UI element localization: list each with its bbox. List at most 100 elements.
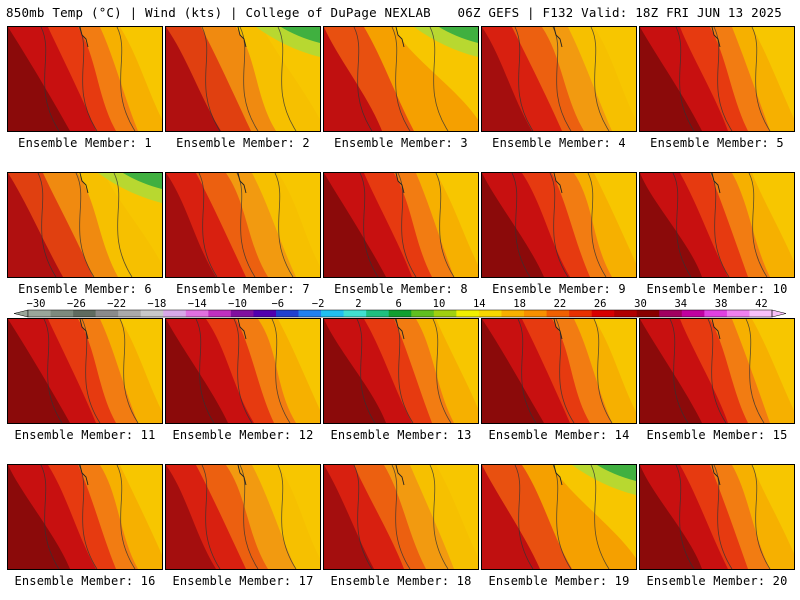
temperature-map xyxy=(165,464,321,570)
colorbar-swatch xyxy=(276,310,299,317)
map-graphic xyxy=(166,173,320,277)
map-graphic xyxy=(8,319,162,423)
ensemble-panel: Ensemble Member: 2 xyxy=(165,26,321,150)
ensemble-panel: Ensemble Member: 11 xyxy=(7,318,163,442)
colorbar-swatch xyxy=(163,310,187,317)
map-graphic xyxy=(324,27,478,131)
colorbar-tick-label: 38 xyxy=(715,298,728,310)
colorbar-swatch xyxy=(546,310,570,317)
map-graphic xyxy=(640,465,794,569)
colorbar-tick-label: −2 xyxy=(312,298,325,310)
colorbar-tick-label: −26 xyxy=(67,298,86,310)
map-graphic xyxy=(640,173,794,277)
ensemble-panel: Ensemble Member: 5 xyxy=(639,26,795,150)
member-caption: Ensemble Member: 19 xyxy=(488,574,630,588)
colorbar-tick-label: −10 xyxy=(228,298,247,310)
temperature-map xyxy=(7,26,163,132)
colorbar-tick-label: −18 xyxy=(147,298,166,310)
colorbar-swatch xyxy=(28,310,51,317)
color-legend: −30 −26 −22 −18 −14 −10 −6 −2 2 6 10 14 18 22 26 30 34 38… xyxy=(14,298,786,318)
colorbar-swatch xyxy=(456,310,480,317)
ensemble-panel: Ensemble Member: 20 xyxy=(639,464,795,588)
colorbar-tick-label: 10 xyxy=(433,298,446,310)
temperature-map xyxy=(639,318,795,424)
colorbar-swatch xyxy=(636,310,660,317)
ensemble-panel: Ensemble Member: 17 xyxy=(165,464,321,588)
colorbar-swatch xyxy=(614,310,638,317)
member-caption: Ensemble Member: 12 xyxy=(172,428,314,442)
map-graphic xyxy=(482,465,636,569)
colorbar-swatch xyxy=(478,310,502,317)
temperature-map xyxy=(165,26,321,132)
colorbar-tick-label: 34 xyxy=(674,298,687,310)
colorbar-tick-label: 30 xyxy=(634,298,647,310)
colorbar-swatch xyxy=(298,310,322,317)
temperature-map xyxy=(639,464,795,570)
colorbar-swatch xyxy=(321,310,344,317)
map-graphic xyxy=(324,319,478,423)
temperature-map xyxy=(165,318,321,424)
ensemble-panel: Ensemble Member: 4 xyxy=(481,26,637,150)
map-graphic xyxy=(166,465,320,569)
member-caption: Ensemble Member: 13 xyxy=(330,428,472,442)
temperature-map xyxy=(323,464,479,570)
colorbar-tick-label: 26 xyxy=(594,298,607,310)
member-caption: Ensemble Member: 10 xyxy=(646,282,788,296)
temperature-map xyxy=(481,26,637,132)
temperature-map xyxy=(323,26,479,132)
temperature-map xyxy=(481,172,637,278)
member-caption: Ensemble Member: 9 xyxy=(492,282,626,296)
ensemble-panel: Ensemble Member: 16 xyxy=(7,464,163,588)
colorbar-tick-label: −30 xyxy=(27,298,46,310)
member-caption: Ensemble Member: 11 xyxy=(14,428,156,442)
colorbar-tick-label: 42 xyxy=(755,298,768,310)
ensemble-panel: Ensemble Member: 1 xyxy=(7,26,163,150)
member-caption: Ensemble Member: 16 xyxy=(14,574,156,588)
map-graphic xyxy=(8,173,162,277)
colorbar-swatch xyxy=(253,310,277,317)
colorbar-tick-label: 14 xyxy=(473,298,486,310)
colorbar-swatch xyxy=(681,310,705,317)
temperature-map xyxy=(481,464,637,570)
chart-title: 850mb Temp (°C) | Wind (kts) | College o… xyxy=(6,5,431,20)
ensemble-panel: Ensemble Member: 3 xyxy=(323,26,479,150)
ensemble-panel: Ensemble Member: 14 xyxy=(481,318,637,442)
ensemble-panel: Ensemble Member: 18 xyxy=(323,464,479,588)
colorbar-swatch xyxy=(208,310,232,317)
colorbar-tick-label: −14 xyxy=(188,298,207,310)
colorbar-tick-label: 18 xyxy=(513,298,526,310)
map-graphic xyxy=(324,465,478,569)
ensemble-panel: Ensemble Member: 15 xyxy=(639,318,795,442)
map-graphic xyxy=(8,465,162,569)
ensemble-panel: Ensemble Member: 12 xyxy=(165,318,321,442)
map-graphic xyxy=(482,27,636,131)
colorbar-swatch xyxy=(569,310,592,317)
temperature-map xyxy=(323,172,479,278)
map-graphic xyxy=(482,173,636,277)
temperature-map xyxy=(7,464,163,570)
member-caption: Ensemble Member: 2 xyxy=(176,136,310,150)
colorbar-swatch xyxy=(366,310,390,317)
temperature-map xyxy=(639,26,795,132)
map-graphic xyxy=(482,319,636,423)
colorbar-swatch xyxy=(95,310,119,317)
ensemble-panel: Ensemble Member: 9 xyxy=(481,172,637,296)
colorbar-tick-label: 6 xyxy=(396,298,402,310)
colorbar-swatch xyxy=(230,310,254,317)
colorbar-swatch xyxy=(50,310,74,317)
colorbar-swatch xyxy=(749,310,773,317)
colorbar-swatch xyxy=(659,310,683,317)
ensemble-panel: Ensemble Member: 13 xyxy=(323,318,479,442)
map-graphic xyxy=(324,173,478,277)
ensemble-panel: Ensemble Member: 7 xyxy=(165,172,321,296)
colorbar-swatch xyxy=(411,310,435,317)
colorbar-swatch xyxy=(433,310,457,317)
member-caption: Ensemble Member: 6 xyxy=(18,282,152,296)
member-caption: Ensemble Member: 1 xyxy=(18,136,152,150)
map-graphic xyxy=(166,27,320,131)
member-caption: Ensemble Member: 17 xyxy=(172,574,314,588)
temperature-map xyxy=(639,172,795,278)
colorbar-swatch xyxy=(118,310,142,317)
colorbar-swatch xyxy=(73,310,96,317)
